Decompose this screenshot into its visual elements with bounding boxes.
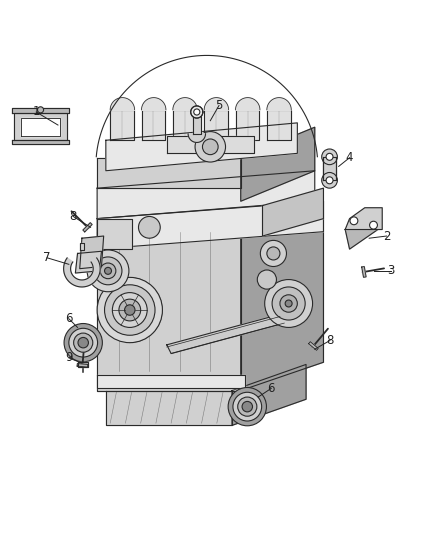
Polygon shape <box>173 110 197 140</box>
Polygon shape <box>323 157 336 180</box>
Polygon shape <box>141 110 166 140</box>
Polygon shape <box>75 251 102 273</box>
Polygon shape <box>14 114 67 140</box>
Circle shape <box>78 337 88 348</box>
Circle shape <box>257 270 276 289</box>
Circle shape <box>238 397 257 416</box>
Polygon shape <box>83 223 92 232</box>
Text: 5: 5 <box>215 99 223 112</box>
Text: 8: 8 <box>70 210 77 223</box>
Polygon shape <box>110 98 134 110</box>
Polygon shape <box>97 158 241 188</box>
Circle shape <box>326 154 333 160</box>
Circle shape <box>370 221 378 229</box>
Polygon shape <box>204 110 228 140</box>
Circle shape <box>105 268 112 274</box>
Circle shape <box>138 216 160 238</box>
Circle shape <box>100 263 116 279</box>
Polygon shape <box>204 98 229 110</box>
Circle shape <box>195 132 226 162</box>
Polygon shape <box>106 391 232 425</box>
Circle shape <box>105 285 155 335</box>
Text: 9: 9 <box>65 351 73 365</box>
Polygon shape <box>167 136 254 154</box>
Polygon shape <box>362 266 366 277</box>
Circle shape <box>94 257 122 285</box>
Polygon shape <box>97 232 241 391</box>
Circle shape <box>242 401 253 412</box>
Polygon shape <box>141 98 166 110</box>
Polygon shape <box>188 134 205 142</box>
Polygon shape <box>232 365 306 425</box>
Circle shape <box>74 333 93 352</box>
Text: 2: 2 <box>383 230 390 243</box>
Circle shape <box>233 392 261 421</box>
Circle shape <box>87 250 129 292</box>
Polygon shape <box>345 208 382 230</box>
Circle shape <box>113 293 147 327</box>
Polygon shape <box>167 314 284 353</box>
Polygon shape <box>12 108 69 114</box>
Circle shape <box>194 109 200 115</box>
Polygon shape <box>173 98 197 110</box>
Polygon shape <box>21 118 60 136</box>
Polygon shape <box>193 114 201 134</box>
Polygon shape <box>262 188 323 236</box>
Circle shape <box>285 300 292 307</box>
Text: 1: 1 <box>32 106 40 118</box>
Polygon shape <box>110 110 134 140</box>
Polygon shape <box>241 127 315 201</box>
Polygon shape <box>236 98 260 110</box>
Polygon shape <box>309 342 318 350</box>
Text: 7: 7 <box>43 251 51 264</box>
Polygon shape <box>106 123 297 171</box>
Polygon shape <box>236 110 259 140</box>
Polygon shape <box>77 364 88 367</box>
Polygon shape <box>267 110 291 140</box>
Circle shape <box>69 328 98 357</box>
Circle shape <box>326 177 333 184</box>
Polygon shape <box>78 362 88 367</box>
Text: 6: 6 <box>65 312 73 325</box>
Circle shape <box>265 279 313 327</box>
Polygon shape <box>241 201 323 391</box>
Circle shape <box>350 217 358 225</box>
Polygon shape <box>12 140 69 144</box>
Circle shape <box>228 387 266 426</box>
Circle shape <box>191 106 203 118</box>
Circle shape <box>38 107 44 113</box>
Text: 3: 3 <box>387 264 395 277</box>
Polygon shape <box>64 258 100 287</box>
Circle shape <box>119 299 141 321</box>
Circle shape <box>267 247 280 260</box>
Text: 6: 6 <box>268 382 275 395</box>
Polygon shape <box>80 243 84 251</box>
Circle shape <box>202 139 218 155</box>
Text: 4: 4 <box>346 151 353 164</box>
Circle shape <box>124 305 135 315</box>
Circle shape <box>260 240 286 266</box>
Polygon shape <box>345 230 378 249</box>
Circle shape <box>322 149 337 165</box>
Polygon shape <box>97 201 323 249</box>
Polygon shape <box>80 236 104 269</box>
Polygon shape <box>97 171 315 219</box>
Text: 8: 8 <box>326 334 334 347</box>
Circle shape <box>64 324 102 362</box>
Polygon shape <box>97 219 132 249</box>
Circle shape <box>272 287 305 320</box>
Circle shape <box>97 277 162 343</box>
Circle shape <box>280 295 297 312</box>
Circle shape <box>322 173 337 188</box>
Polygon shape <box>267 98 291 110</box>
Polygon shape <box>97 375 245 389</box>
